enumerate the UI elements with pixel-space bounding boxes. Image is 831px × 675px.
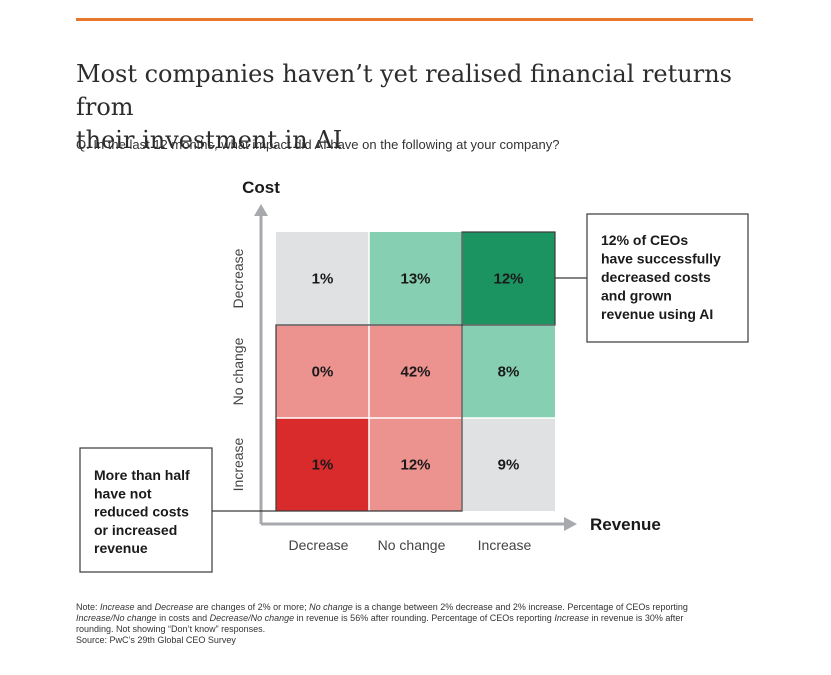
note-line-2: Increase/No change in costs and Decrease… <box>76 613 776 624</box>
heatmap-cell <box>462 325 555 418</box>
heatmap-cell <box>462 232 555 325</box>
cell-label: 12% <box>493 271 523 288</box>
heatmap-cell <box>462 418 555 511</box>
x-tick-label: No change <box>378 537 446 553</box>
source-line: Source: PwC’s 29th Global CEO Survey <box>76 635 236 645</box>
success-annotation-text: and grown <box>601 288 672 304</box>
y-tick-label: Decrease <box>230 248 246 308</box>
note-line-1: Note: Increase and Decrease are changes … <box>76 602 776 613</box>
note-segment: Decrease <box>154 602 194 612</box>
success-annotation-text: have successfully <box>601 251 721 267</box>
heatmap-cell <box>369 232 462 325</box>
y-tick-label: No change <box>230 337 246 405</box>
majority-region-outline <box>275 324 463 512</box>
majority-annotation-text: have not <box>94 485 152 501</box>
note-segment: and <box>134 602 155 612</box>
cell-label: 9% <box>498 457 520 474</box>
x-tick-label: Decrease <box>289 537 349 553</box>
majority-annotation-text: or increased <box>94 522 177 538</box>
note-segment: Increase <box>100 602 135 612</box>
heatmap-chart: 1% 13% 12% 0% 42% 8% 1% 12% 9% Cost Revenue Decreas… <box>79 178 749 573</box>
note-segment: Note: <box>76 602 101 612</box>
cell-label: 1% <box>312 457 334 474</box>
majority-annotation-text: reduced costs <box>94 504 189 520</box>
note-segment: in costs and <box>156 613 210 623</box>
note-line-3: rounding. Not showing “Don’t know” respo… <box>76 624 776 635</box>
heatmap-cell <box>276 325 369 418</box>
success-annotation-box <box>586 213 749 343</box>
cell-label: 0% <box>312 364 334 381</box>
note-segment: Decrease/No change <box>209 613 295 623</box>
page-title: Most companies haven’t yet realised fina… <box>76 58 766 157</box>
cell-label: 1% <box>312 271 334 288</box>
title-line-1: Most companies haven’t yet realised fina… <box>76 60 732 121</box>
success-annotation-text: 12% of CEOs <box>601 232 688 248</box>
title-line-2: their investment in AI <box>76 126 343 154</box>
cell-label: 8% <box>498 364 520 381</box>
y-axis-title: Cost <box>242 178 280 197</box>
heatmap-cell <box>276 418 369 511</box>
success-annotation-text: decreased costs <box>601 269 711 285</box>
y-axis-arrow <box>254 204 268 216</box>
x-tick-label: Increase <box>478 537 532 553</box>
note-segment: in revenue is 56% after rounding. Percen… <box>294 613 555 623</box>
cell-label: 12% <box>400 457 430 474</box>
note-segment: rounding. Not showing “Don’t know” respo… <box>76 624 266 634</box>
cell-label: 42% <box>400 364 430 381</box>
top-accent-rule <box>76 18 753 21</box>
heatmap-cell <box>369 325 462 418</box>
footnote: Note: Increase and Decrease are changes … <box>76 602 776 646</box>
note-segment: are changes of 2% or more; <box>193 602 310 612</box>
heatmap-cell <box>369 418 462 511</box>
note-segment: Increase <box>554 613 589 623</box>
note-segment: in revenue is 30% after <box>588 613 684 623</box>
success-annotation-text: revenue using AI <box>601 306 713 322</box>
note-segment: is a change between 2% decrease and 2% i… <box>352 602 688 612</box>
y-tick-label: Increase <box>230 437 246 491</box>
x-axis-arrow <box>564 517 577 531</box>
heatmap-cell <box>276 232 369 325</box>
majority-annotation-text: revenue <box>94 540 148 556</box>
survey-question: Q. In the last 12 months, what impact di… <box>76 137 560 152</box>
x-axis-title: Revenue <box>590 515 661 534</box>
cell-label: 13% <box>400 271 430 288</box>
majority-annotation-box <box>79 447 213 573</box>
majority-annotation-text: More than half <box>94 467 190 483</box>
note-segment: Increase/No change <box>76 613 157 623</box>
note-segment: No change <box>309 602 353 612</box>
